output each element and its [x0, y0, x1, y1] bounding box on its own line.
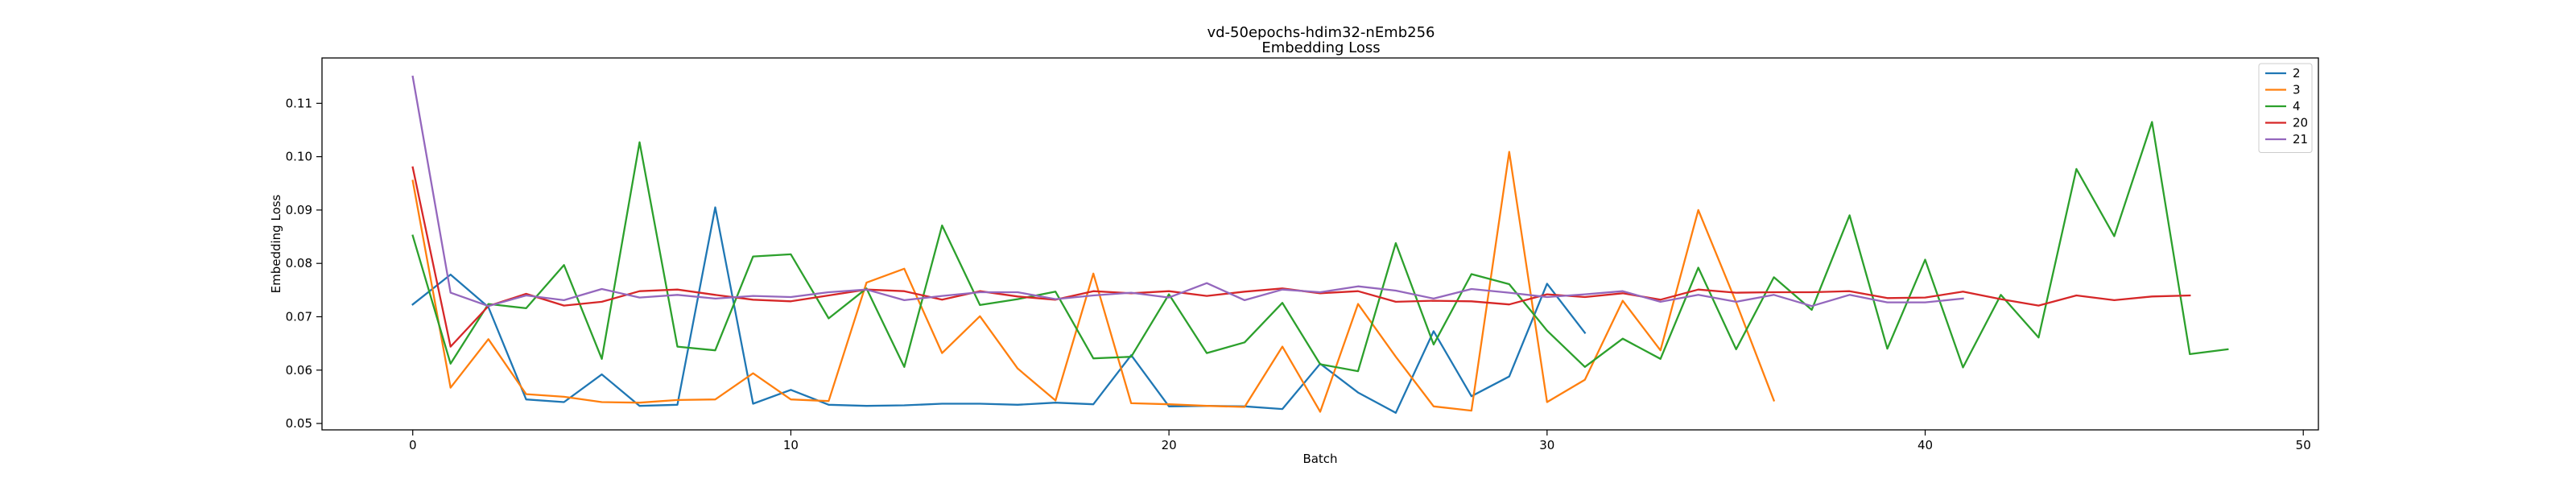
series-line-20 — [411, 166, 2191, 348]
series-line-3 — [411, 151, 1776, 413]
chart-title: vd-50epochs-hdim32-nEmb256 — [1207, 24, 1435, 41]
y-tick-label: 0.09 — [286, 203, 312, 217]
series-line-4 — [411, 121, 2229, 373]
legend-label-20: 20 — [2293, 116, 2308, 130]
legend-label-3: 3 — [2293, 83, 2301, 97]
legend-label-4: 4 — [2293, 99, 2301, 114]
legend-label-2: 2 — [2293, 66, 2301, 80]
y-tick-label: 0.08 — [286, 256, 312, 270]
legend-label-21: 21 — [2293, 132, 2308, 147]
x-tick-label: 10 — [783, 438, 799, 452]
x-tick-label: 40 — [1918, 438, 1933, 452]
y-tick-label: 0.10 — [286, 150, 312, 164]
x-tick-label: 20 — [1162, 438, 1177, 452]
series-line-21 — [411, 75, 1964, 308]
legend: 2 3 4 20 21 — [2258, 63, 2313, 153]
y-tick-label: 0.05 — [286, 416, 312, 431]
series-line-2 — [411, 206, 1587, 414]
y-axis-ticks: 0.05 0.06 0.07 0.08 0.09 0.10 0.11 — [286, 96, 322, 431]
y-tick-label: 0.06 — [286, 363, 312, 378]
y-axis-label: Embedding Loss — [269, 194, 283, 293]
x-axis-label: Batch — [1302, 452, 1337, 466]
plot-frame — [321, 57, 2319, 431]
y-tick-label: 0.11 — [286, 96, 312, 110]
x-axis-ticks: 0 10 20 30 40 50 — [409, 430, 2311, 452]
x-tick-label: 30 — [1539, 438, 1554, 452]
x-tick-label: 0 — [409, 438, 417, 452]
series-layer — [411, 75, 2229, 414]
x-tick-label: 50 — [2296, 438, 2311, 452]
legend-box — [2258, 63, 2313, 153]
chart-subtitle: Embedding Loss — [1261, 39, 1380, 56]
y-tick-label: 0.07 — [286, 309, 312, 324]
